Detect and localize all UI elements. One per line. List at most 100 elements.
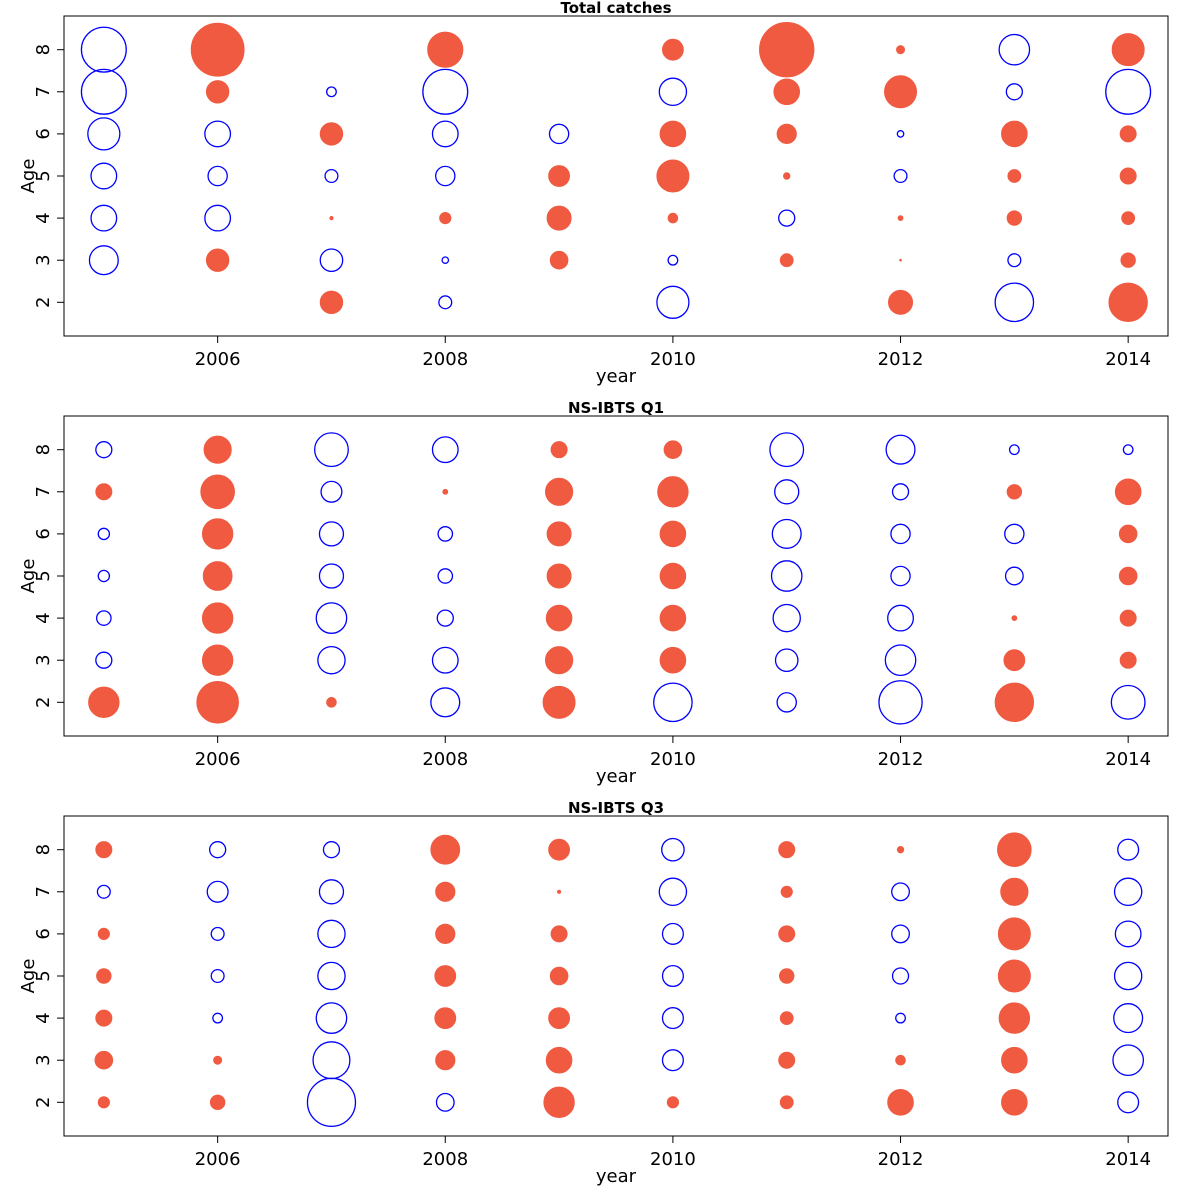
bubble-positive	[659, 520, 687, 548]
bubble-positive	[209, 1094, 226, 1111]
bubble-negative	[661, 837, 685, 862]
x-axis-label: year	[596, 1166, 637, 1187]
bubble-negative	[661, 964, 684, 988]
bubble-positive	[435, 881, 456, 902]
x-tick-label: 2014	[1105, 349, 1151, 370]
bubble-positive	[549, 966, 569, 986]
bubble-positive	[896, 45, 906, 55]
bubble-positive	[1114, 478, 1142, 506]
bubble-positive	[778, 841, 796, 859]
bubble-positive	[442, 488, 449, 495]
bubble-negative	[1110, 684, 1146, 720]
x-tick-label: 2008	[422, 1149, 468, 1170]
bubble-positive	[1001, 1089, 1028, 1116]
bubble-negative	[318, 563, 345, 589]
y-tick-label: 5	[33, 570, 54, 581]
bubble-positive	[543, 1086, 575, 1119]
bubble-positive	[778, 925, 796, 943]
bubble-negative	[885, 434, 916, 465]
bubble-negative	[1112, 1044, 1145, 1077]
bubble-negative	[90, 162, 118, 190]
bubble-negative	[437, 568, 454, 584]
bubble-negative	[1105, 68, 1152, 115]
bubble-positive	[997, 959, 1031, 993]
bubble-positive	[550, 441, 568, 459]
bubble-positive	[205, 248, 230, 272]
bubble-negative	[778, 209, 796, 227]
bubble-positive	[1119, 167, 1137, 185]
x-tick-label: 2006	[195, 349, 241, 370]
bubble-negative	[661, 1049, 684, 1072]
bubble-positive	[548, 838, 570, 861]
x-tick-label: 2012	[878, 749, 924, 770]
bubble-positive	[1120, 252, 1136, 268]
bubble-positive	[203, 435, 232, 464]
y-tick-label: 6	[33, 928, 54, 939]
y-tick-label: 8	[33, 444, 54, 455]
bubble-negative	[430, 687, 461, 718]
bubble-positive	[1001, 120, 1028, 148]
bubble-positive	[1007, 169, 1022, 183]
bubble-negative	[326, 86, 337, 98]
bubble-positive	[190, 22, 245, 77]
bubble-negative	[315, 1002, 348, 1034]
chart-title: NS-IBTS Q3	[568, 799, 664, 817]
bubble-negative	[210, 926, 225, 941]
x-tick-label: 2014	[1105, 749, 1151, 770]
bubble-positive	[895, 1054, 906, 1066]
bubble-positive	[435, 923, 456, 944]
bubble-negative	[661, 1007, 684, 1030]
bubble-positive	[550, 925, 568, 943]
bubble-negative	[210, 968, 225, 984]
bubble-negative	[771, 518, 802, 549]
x-tick-label: 2008	[422, 749, 468, 770]
bubble-positive	[779, 253, 794, 268]
bubble-negative	[891, 924, 910, 944]
bubble-positive	[899, 258, 902, 262]
y-axis-label: Age	[18, 959, 39, 994]
chart-panel: NS-IBTS Q3 2006 2008 2010 2012 2014 2 3 4 5 6 7 8 yea…	[18, 799, 1169, 1187]
bubble-positive	[1111, 33, 1145, 67]
bubble-negative	[891, 967, 910, 985]
bubble-positive	[657, 476, 689, 508]
bubble-positive	[205, 80, 230, 104]
y-axis-label: Age	[18, 159, 39, 194]
bubble-negative	[312, 1041, 351, 1080]
bubble-positive	[544, 646, 574, 675]
bubble-negative	[317, 645, 346, 675]
y-axis-label: Age	[18, 559, 39, 594]
bubble-negative	[776, 692, 797, 713]
bubble-negative	[322, 841, 341, 859]
y-tick-label: 7	[33, 486, 54, 497]
bubble-negative	[318, 879, 345, 905]
x-tick-label: 2010	[650, 749, 696, 770]
bubble-positive	[994, 682, 1035, 723]
bubble-positive	[1121, 211, 1136, 226]
bubble-positive	[201, 602, 234, 634]
bubble-negative	[893, 168, 908, 184]
bubble-positive	[196, 681, 239, 724]
y-tick-label: 5	[33, 970, 54, 981]
x-tick-label: 2008	[422, 349, 468, 370]
bubble-negative	[661, 922, 684, 945]
bubble-negative	[212, 1012, 224, 1024]
bubble-negative	[80, 68, 127, 115]
bubble-positive	[1006, 210, 1023, 226]
bubble-negative	[95, 610, 112, 626]
x-tick-label: 2014	[1105, 1149, 1151, 1170]
bubble-negative	[887, 604, 914, 632]
bubble-positive	[326, 697, 337, 708]
chart-title: Total catches	[560, 0, 671, 17]
bubble-negative	[770, 560, 803, 592]
bubble-negative	[1004, 566, 1024, 586]
bubble-negative	[207, 165, 228, 187]
bubble-positive	[1119, 651, 1137, 669]
bubble-negative	[80, 26, 127, 73]
bubble-negative	[90, 204, 118, 232]
bubble-positive	[1118, 524, 1138, 544]
bubble-positive	[430, 834, 461, 865]
bubble-positive	[659, 120, 687, 148]
bubble-negative	[774, 648, 799, 673]
bubble-negative	[890, 565, 911, 587]
bubble-positive	[556, 889, 562, 894]
